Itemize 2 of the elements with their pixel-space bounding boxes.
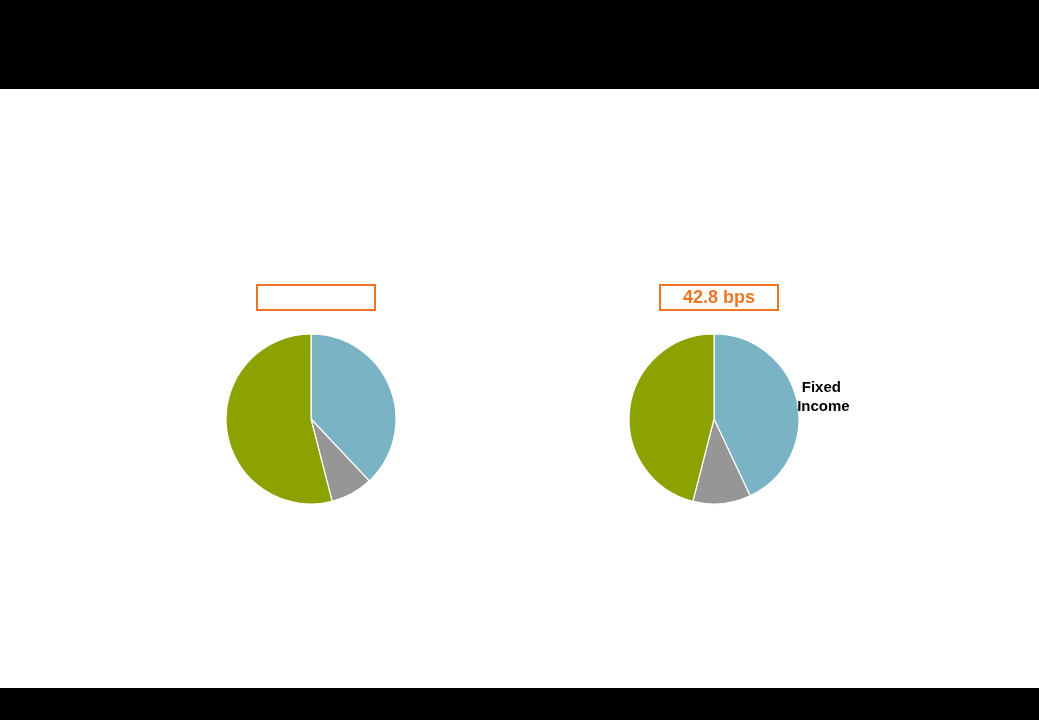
slice-label: Fixed Income	[797, 377, 850, 414]
chart-title: 42.8 bps	[659, 284, 779, 311]
